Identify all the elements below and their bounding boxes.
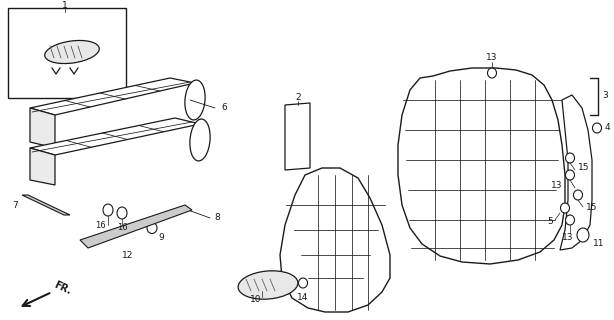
Ellipse shape — [488, 68, 497, 78]
Ellipse shape — [298, 278, 308, 288]
Text: 11: 11 — [593, 238, 605, 247]
Text: 1: 1 — [62, 1, 68, 10]
Text: 13: 13 — [486, 52, 498, 61]
Ellipse shape — [190, 119, 210, 161]
Text: FR.: FR. — [52, 279, 72, 296]
Text: 14: 14 — [297, 293, 309, 302]
Polygon shape — [30, 78, 195, 115]
Ellipse shape — [117, 207, 127, 219]
Text: 16: 16 — [95, 221, 106, 230]
Ellipse shape — [565, 215, 575, 225]
Polygon shape — [22, 195, 70, 215]
Polygon shape — [560, 95, 592, 250]
Polygon shape — [398, 68, 565, 264]
Text: 6: 6 — [221, 103, 227, 113]
Text: 15: 15 — [578, 164, 589, 172]
Ellipse shape — [593, 123, 602, 133]
Polygon shape — [30, 148, 55, 185]
Ellipse shape — [103, 204, 113, 216]
Text: 3: 3 — [602, 92, 608, 100]
Ellipse shape — [561, 203, 570, 213]
Text: 10: 10 — [251, 295, 262, 305]
Polygon shape — [285, 103, 310, 170]
Ellipse shape — [238, 271, 298, 299]
Polygon shape — [8, 8, 126, 98]
Ellipse shape — [577, 228, 589, 242]
Polygon shape — [30, 118, 200, 155]
Ellipse shape — [147, 222, 157, 234]
Text: 4: 4 — [605, 124, 611, 132]
Ellipse shape — [45, 40, 99, 64]
Ellipse shape — [185, 80, 205, 120]
Text: 7: 7 — [12, 201, 18, 210]
Text: 8: 8 — [214, 213, 220, 222]
Ellipse shape — [565, 153, 575, 163]
Polygon shape — [30, 108, 55, 148]
Text: 9: 9 — [158, 234, 164, 243]
Text: 13: 13 — [562, 233, 573, 242]
Polygon shape — [280, 168, 390, 312]
Polygon shape — [80, 205, 192, 248]
Text: 5: 5 — [547, 218, 553, 227]
Ellipse shape — [565, 170, 575, 180]
Text: 12: 12 — [122, 251, 134, 260]
Text: 16: 16 — [117, 223, 127, 233]
Text: 15: 15 — [586, 203, 597, 212]
Ellipse shape — [573, 190, 583, 200]
Text: 13: 13 — [551, 180, 562, 189]
Text: 2: 2 — [295, 93, 301, 102]
